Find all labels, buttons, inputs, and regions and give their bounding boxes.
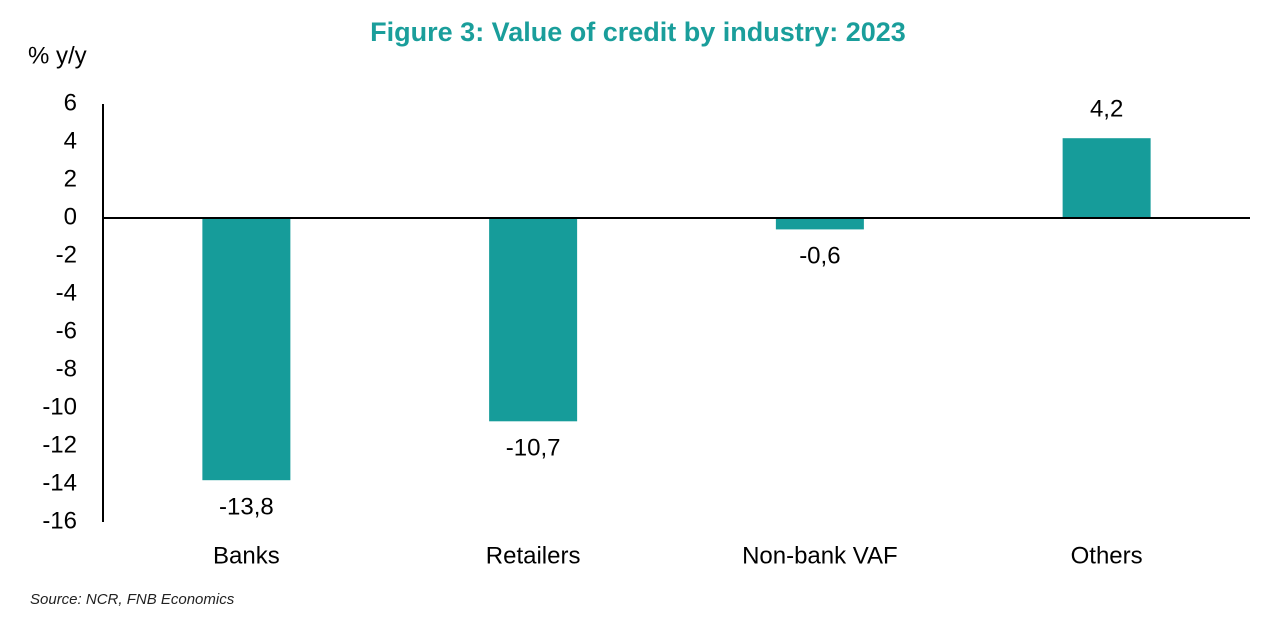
y-tick-label: -8 bbox=[56, 355, 77, 382]
source-note: Source: NCR, FNB Economics bbox=[30, 591, 235, 608]
value-label: -13,8 bbox=[219, 494, 274, 521]
chart-title: Figure 3: Value of credit by industry: 2… bbox=[370, 17, 906, 47]
bar bbox=[775, 218, 864, 230]
bar bbox=[489, 218, 578, 422]
bar bbox=[1062, 138, 1151, 218]
value-label: 4,2 bbox=[1090, 96, 1123, 123]
y-axis-label: % y/y bbox=[28, 42, 87, 69]
value-label: -10,7 bbox=[506, 435, 561, 462]
y-tick-label: -12 bbox=[42, 431, 77, 458]
y-tick-label: -2 bbox=[56, 241, 77, 268]
bar bbox=[202, 218, 291, 481]
x-tick-label: Banks bbox=[213, 542, 280, 569]
y-tick-label: 2 bbox=[64, 165, 77, 192]
y-tick-label: -10 bbox=[42, 393, 77, 420]
y-tick-label: -4 bbox=[56, 279, 77, 306]
value-label: -0,6 bbox=[799, 243, 840, 270]
x-tick-label: Non-bank VAF bbox=[742, 542, 898, 569]
y-tick-label: 6 bbox=[64, 89, 77, 116]
x-tick-label: Retailers bbox=[486, 542, 581, 569]
y-tick-label: 0 bbox=[64, 203, 77, 230]
y-tick-label: 4 bbox=[64, 127, 77, 154]
y-tick-label: -6 bbox=[56, 317, 77, 344]
y-tick-label: -16 bbox=[42, 507, 77, 534]
x-tick-label: Others bbox=[1071, 542, 1143, 569]
y-tick-label: -14 bbox=[42, 469, 77, 496]
